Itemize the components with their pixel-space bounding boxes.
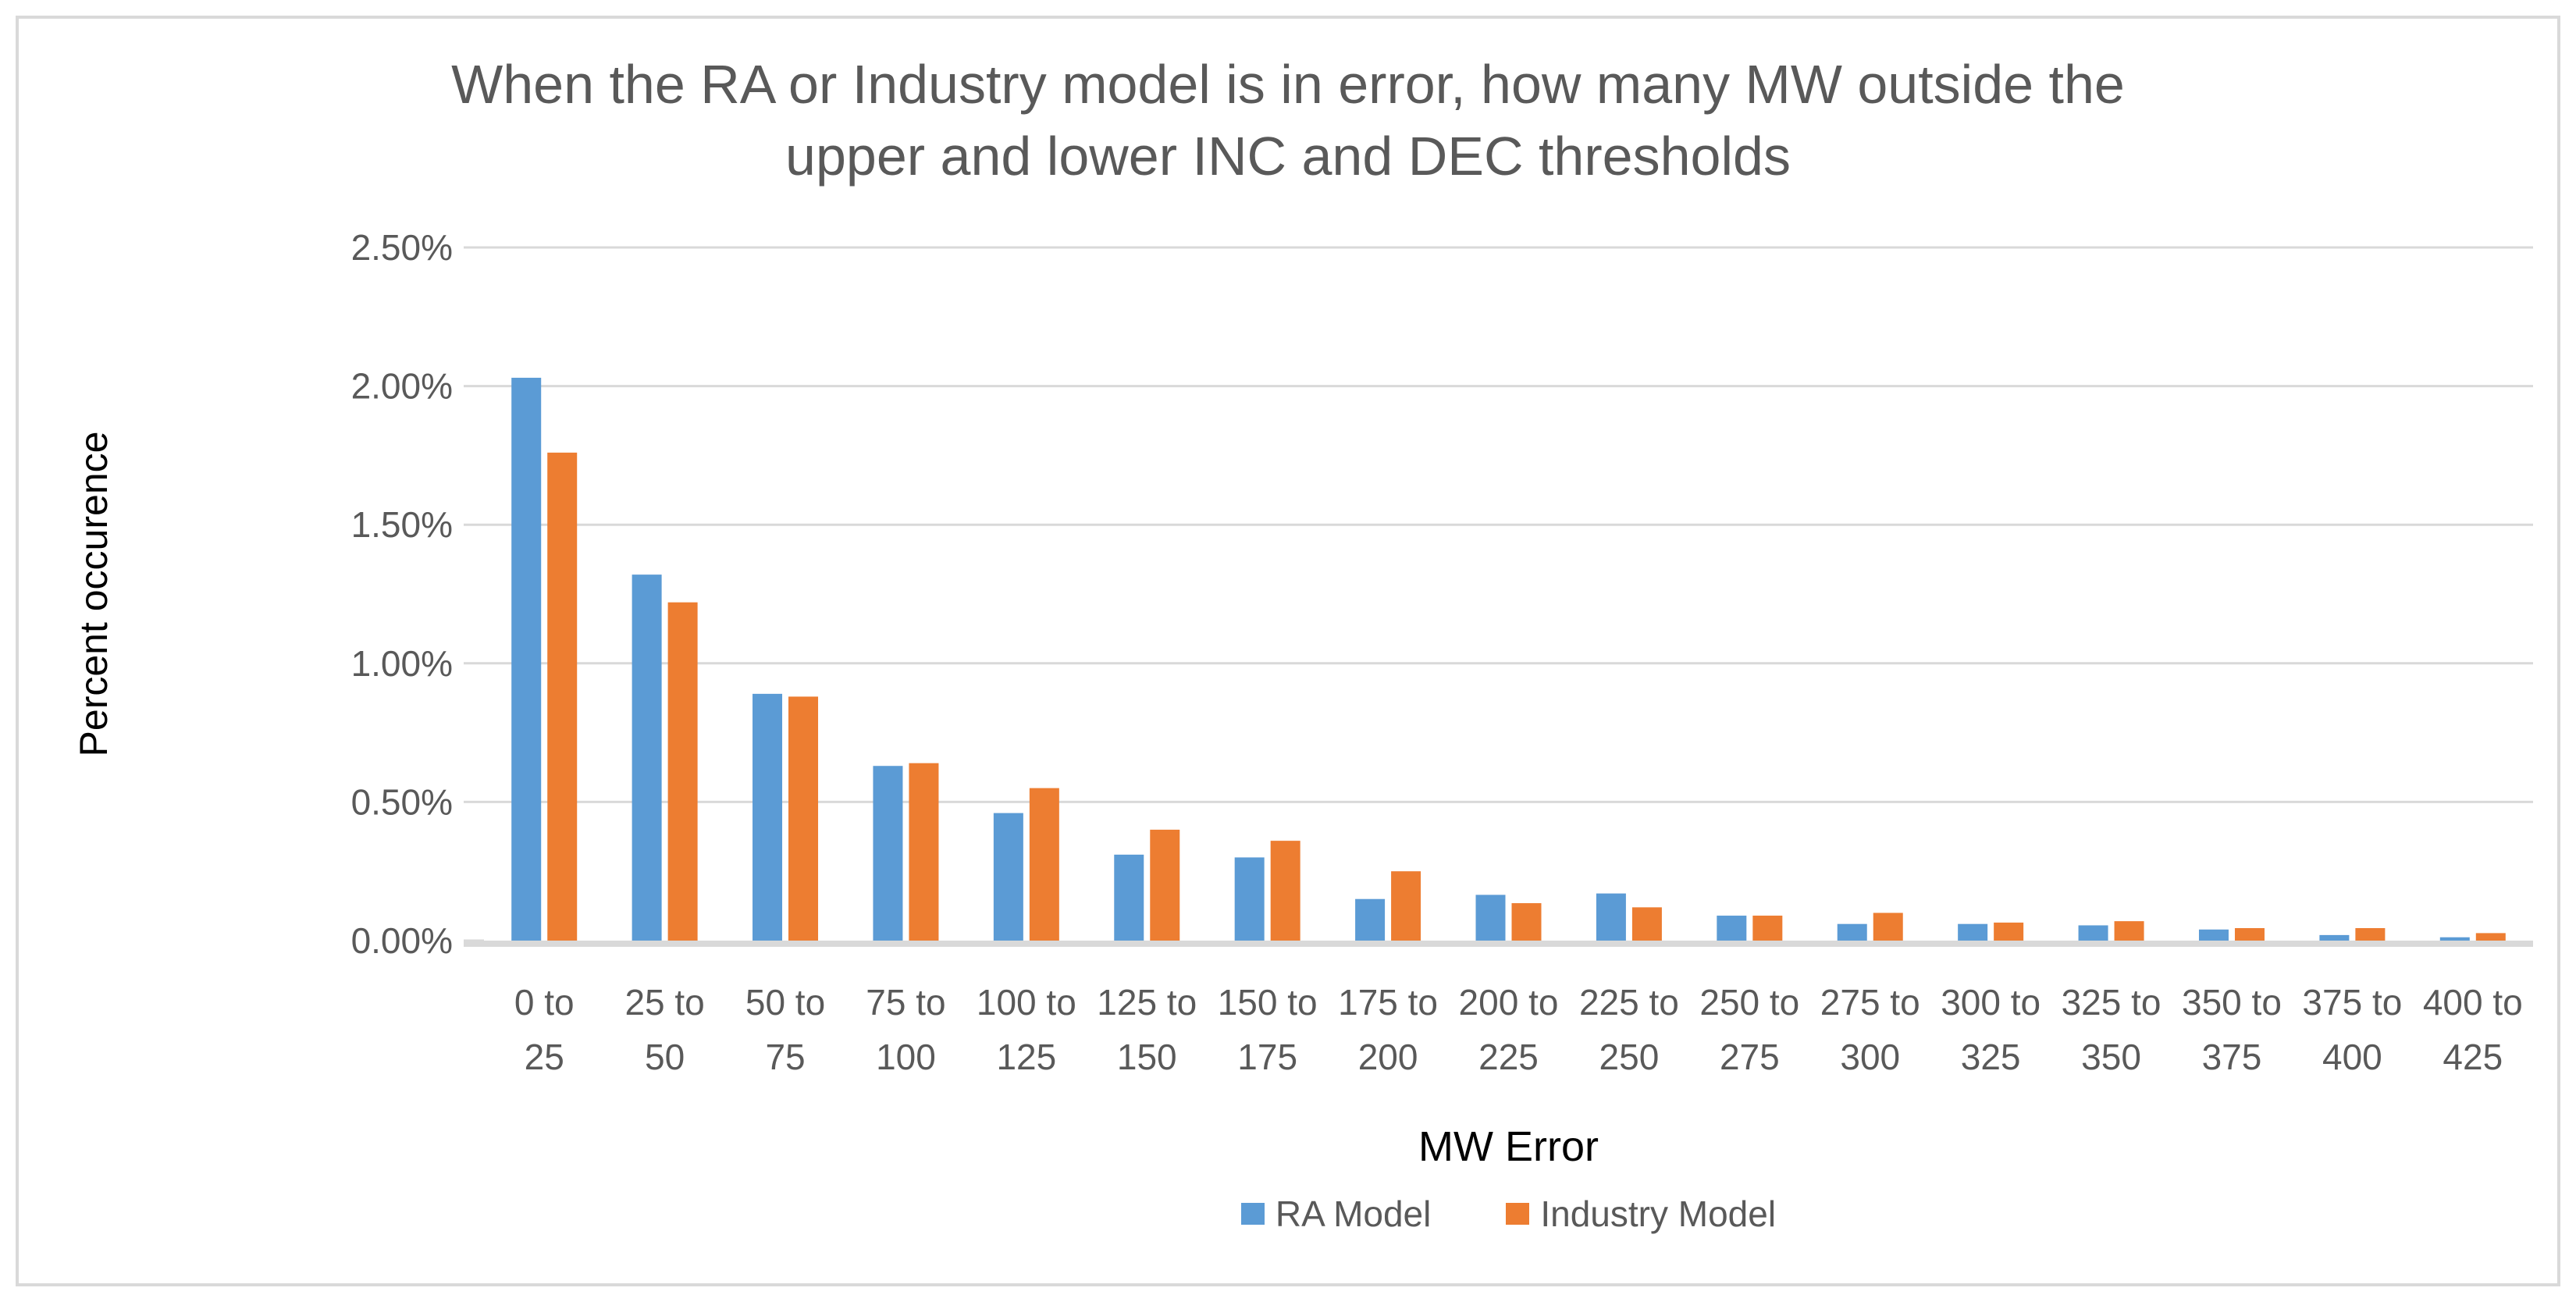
x-tick-label-100-to-125: 100 to 125	[977, 982, 1076, 1077]
bar-industry-model-175-to-200	[1391, 871, 1421, 941]
bar-industry-model-25-to-50	[667, 602, 698, 941]
y-tick-label: 2.50%	[351, 227, 453, 268]
x-tick-label-200-to-225: 200 to 225	[1459, 982, 1559, 1077]
bar-ra-model-325-to-350	[2078, 925, 2108, 941]
bar-industry-model-150-to-175	[1270, 841, 1300, 941]
bar-industry-model-0-to-25	[547, 452, 578, 941]
y-tick-label: 0.50%	[351, 781, 453, 822]
ra-model-swatch-icon	[1240, 1203, 1265, 1225]
y-tick-label: 2.00%	[351, 366, 453, 407]
x-tick-label-75-to-100: 75 to 100	[866, 982, 945, 1077]
x-tick-label-125-to-150: 125 to 150	[1097, 982, 1197, 1077]
bar-industry-model-200-to-225	[1511, 903, 1542, 941]
bar-ra-model-400-to-425	[2439, 937, 2470, 941]
bar-ra-model-25-to-50	[632, 575, 662, 941]
bar-ra-model-75-to-100	[873, 766, 903, 941]
bar-ra-model-50-to-75	[753, 693, 783, 941]
bar-industry-model-50-to-75	[788, 696, 819, 941]
bar-ra-model-375-to-400	[2319, 934, 2350, 941]
x-tick-label-0-to-25: 0 to 25	[514, 982, 575, 1077]
bar-industry-model-375-to-400	[2355, 928, 2386, 941]
y-tick-label: 1.50%	[351, 504, 453, 545]
bar-industry-model-275-to-300	[1873, 912, 1903, 941]
x-axis-line	[464, 941, 2533, 947]
bar-ra-model-125-to-150	[1114, 854, 1144, 941]
bar-ra-model-250-to-275	[1717, 916, 1747, 941]
chart-title: When the RA or Industry model is in erro…	[0, 48, 2576, 192]
bar-industry-model-400-to-425	[2475, 933, 2506, 941]
x-tick-label-275-to-300: 275 to 300	[1820, 982, 1920, 1077]
bar-industry-model-325-to-350	[2114, 921, 2144, 941]
bar-ra-model-350-to-375	[2198, 929, 2229, 941]
bar-industry-model-250-to-275	[1752, 916, 1783, 941]
bar-ra-model-150-to-175	[1234, 857, 1265, 941]
x-tick-label-175-to-200: 175 to 200	[1338, 982, 1438, 1077]
bar-ra-model-300-to-325	[1958, 923, 1988, 941]
bar-industry-model-100-to-125	[1029, 788, 1059, 941]
x-tick-label-25-to-50: 25 to 50	[624, 982, 704, 1077]
chart-title-line-2: upper and lower INC and DEC thresholds	[785, 126, 1791, 187]
x-tick-label-300-to-325: 300 to 325	[1941, 982, 2041, 1077]
x-tick-label-325-to-350: 325 to 350	[2062, 982, 2161, 1077]
industry-model-swatch-icon	[1506, 1203, 1530, 1225]
bar-ra-model-275-to-300	[1837, 923, 1867, 941]
chart-legend: RA Model Industry Model	[484, 1193, 2533, 1235]
bar-industry-model-75-to-100	[909, 763, 939, 941]
bar-ra-model-200-to-225	[1475, 895, 1506, 941]
x-tick-label-150-to-175: 150 to 175	[1218, 982, 1318, 1077]
x-tick-label-375-to-400: 375 to 400	[2302, 982, 2402, 1077]
legend-item-industry-model: Industry Model	[1506, 1193, 1776, 1235]
legend-item-ra-model: RA Model	[1240, 1193, 1432, 1235]
x-tick-label-225-to-250: 225 to 250	[1579, 982, 1679, 1077]
bar-industry-model-350-to-375	[2234, 928, 2265, 941]
bar-industry-model-125-to-150	[1150, 829, 1180, 941]
bar-ra-model-100-to-125	[993, 813, 1023, 941]
bar-ra-model-0-to-25	[511, 377, 542, 941]
legend-label-ra-model: RA Model	[1275, 1194, 1432, 1234]
chart-border-frame	[16, 16, 2560, 1286]
y-tick-label: 1.00%	[351, 643, 453, 684]
bar-industry-model-225-to-250	[1631, 907, 1662, 941]
bar-ra-model-175-to-200	[1355, 898, 1386, 941]
x-tick-label-350-to-375: 350 to 375	[2182, 982, 2282, 1077]
x-tick-label-400-to-425: 400 to 425	[2423, 982, 2523, 1077]
x-tick-label-250-to-275: 250 to 275	[1699, 982, 1799, 1077]
bar-industry-model-300-to-325	[1994, 922, 2024, 941]
x-axis-title: MW Error	[1418, 1123, 1599, 1170]
bar-ra-model-225-to-250	[1596, 893, 1626, 941]
chart-title-line-1: When the RA or Industry model is in erro…	[451, 54, 2125, 115]
y-tick-label: 0.00%	[351, 920, 453, 961]
x-tick-label-50-to-75: 50 to 75	[745, 982, 825, 1077]
legend-label-industry-model: Industry Model	[1540, 1194, 1777, 1234]
